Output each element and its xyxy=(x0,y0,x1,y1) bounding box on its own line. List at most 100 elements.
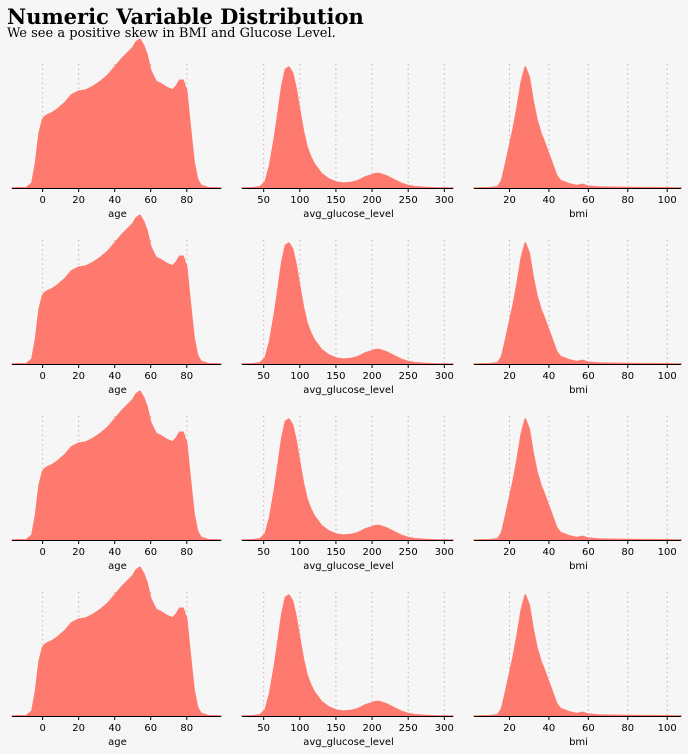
density-area-avg_glucose_level xyxy=(241,594,454,717)
x-tick-label: 60 xyxy=(582,547,595,558)
chart-panel-bmi-row-4: 20 40 60 80 100 bmi xyxy=(473,592,682,748)
x-tick-label: 60 xyxy=(144,195,157,206)
density-area-age xyxy=(11,38,222,189)
x-axis-label: bmi xyxy=(569,737,588,748)
x-tick-label: 250 xyxy=(399,195,418,206)
density-area-avg_glucose_level xyxy=(241,242,454,365)
x-axis-label: avg_glucose_level xyxy=(303,385,394,396)
x-tick-label: 20 xyxy=(72,371,85,382)
x-tick-label: 0 xyxy=(39,371,45,382)
x-tick-label: 80 xyxy=(621,195,634,206)
x-tick-label: 300 xyxy=(435,195,454,206)
density-area-age xyxy=(11,390,222,541)
x-tick-label: 20 xyxy=(503,547,516,558)
x-axis-label: age xyxy=(108,737,127,748)
x-tick-label: 40 xyxy=(543,371,556,382)
x-tick-label: 200 xyxy=(363,371,382,382)
chart-panel-age-row-4: 0 20 40 60 80 age xyxy=(11,566,222,748)
x-tick-label: 200 xyxy=(363,723,382,734)
x-tick-label: 200 xyxy=(363,195,382,206)
x-tick-label: 100 xyxy=(658,195,677,206)
x-tick-label: 50 xyxy=(257,371,270,382)
x-tick-label: 60 xyxy=(144,547,157,558)
x-tick-label: 50 xyxy=(257,547,270,558)
x-tick-label: 20 xyxy=(72,723,85,734)
x-tick-label: 100 xyxy=(658,547,677,558)
chart-panel-bmi-row-1: 20 40 60 80 100 bmi xyxy=(473,64,682,220)
x-tick-label: 250 xyxy=(399,723,418,734)
x-tick-label: 40 xyxy=(108,195,121,206)
density-area-bmi xyxy=(473,418,682,541)
x-axis-label: age xyxy=(108,209,127,220)
x-tick-label: 20 xyxy=(72,195,85,206)
x-tick-label: 0 xyxy=(39,723,45,734)
x-tick-label: 60 xyxy=(582,371,595,382)
x-tick-label: 100 xyxy=(290,723,309,734)
x-tick-label: 100 xyxy=(290,547,309,558)
x-tick-label: 150 xyxy=(326,723,345,734)
chart-panel-bmi-row-3: 20 40 60 80 100 bmi xyxy=(473,416,682,572)
x-axis-label: bmi xyxy=(569,209,588,220)
x-tick-label: 80 xyxy=(621,723,634,734)
x-tick-label: 40 xyxy=(543,195,556,206)
x-tick-label: 100 xyxy=(290,195,309,206)
x-tick-label: 100 xyxy=(290,371,309,382)
x-tick-label: 100 xyxy=(658,371,677,382)
x-axis-label: avg_glucose_level xyxy=(303,561,394,572)
x-tick-label: 250 xyxy=(399,371,418,382)
page-title: Numeric Variable Distribution xyxy=(7,4,364,29)
density-area-avg_glucose_level xyxy=(241,66,454,189)
x-tick-label: 40 xyxy=(108,547,121,558)
chart-panel-age-row-3: 0 20 40 60 80 age xyxy=(11,390,222,572)
x-tick-label: 20 xyxy=(503,195,516,206)
density-area-bmi xyxy=(473,66,682,189)
x-axis-label: avg_glucose_level xyxy=(303,737,394,748)
density-area-bmi xyxy=(473,242,682,365)
x-tick-label: 150 xyxy=(326,371,345,382)
x-tick-label: 300 xyxy=(435,547,454,558)
chart-panel-bmi-row-2: 20 40 60 80 100 bmi xyxy=(473,240,682,396)
x-tick-label: 0 xyxy=(39,547,45,558)
chart-panel-avg_glucose_level-row-1: 50 100 150 200 250 300 avg_glucose_level xyxy=(241,64,454,220)
x-tick-label: 150 xyxy=(326,547,345,558)
x-tick-label: 80 xyxy=(180,371,193,382)
x-tick-label: 80 xyxy=(621,371,634,382)
x-tick-label: 100 xyxy=(658,723,677,734)
x-tick-label: 200 xyxy=(363,547,382,558)
x-tick-label: 0 xyxy=(39,195,45,206)
x-axis-label: bmi xyxy=(569,385,588,396)
density-area-avg_glucose_level xyxy=(241,418,454,541)
x-tick-label: 250 xyxy=(399,547,418,558)
chart-panel-avg_glucose_level-row-2: 50 100 150 200 250 300 avg_glucose_level xyxy=(241,240,454,396)
x-axis-label: avg_glucose_level xyxy=(303,209,394,220)
x-tick-label: 80 xyxy=(180,547,193,558)
x-tick-label: 60 xyxy=(144,723,157,734)
density-area-age xyxy=(11,566,222,717)
x-axis-label: age xyxy=(108,385,127,396)
density-area-bmi xyxy=(473,594,682,717)
chart-panel-age-row-2: 0 20 40 60 80 age xyxy=(11,214,222,396)
x-tick-label: 60 xyxy=(144,371,157,382)
x-tick-label: 60 xyxy=(582,195,595,206)
x-tick-label: 40 xyxy=(543,723,556,734)
chart-panel-avg_glucose_level-row-3: 50 100 150 200 250 300 avg_glucose_level xyxy=(241,416,454,572)
x-tick-label: 60 xyxy=(582,723,595,734)
x-tick-label: 80 xyxy=(621,547,634,558)
x-tick-label: 40 xyxy=(108,371,121,382)
page-subtitle: We see a positive skew in BMI and Glucos… xyxy=(7,26,336,41)
chart-panel-age-row-1: 0 20 40 60 80 age xyxy=(11,38,222,220)
x-tick-label: 50 xyxy=(257,195,270,206)
x-tick-label: 80 xyxy=(180,195,193,206)
x-tick-label: 50 xyxy=(257,723,270,734)
x-axis-label: age xyxy=(108,561,127,572)
x-tick-label: 150 xyxy=(326,195,345,206)
x-axis-label: bmi xyxy=(569,561,588,572)
density-area-age xyxy=(11,214,222,365)
x-tick-label: 20 xyxy=(503,723,516,734)
x-tick-label: 40 xyxy=(108,723,121,734)
x-tick-label: 20 xyxy=(503,371,516,382)
chart-panel-avg_glucose_level-row-4: 50 100 150 200 250 300 avg_glucose_level xyxy=(241,592,454,748)
x-tick-label: 20 xyxy=(72,547,85,558)
x-tick-label: 300 xyxy=(435,371,454,382)
